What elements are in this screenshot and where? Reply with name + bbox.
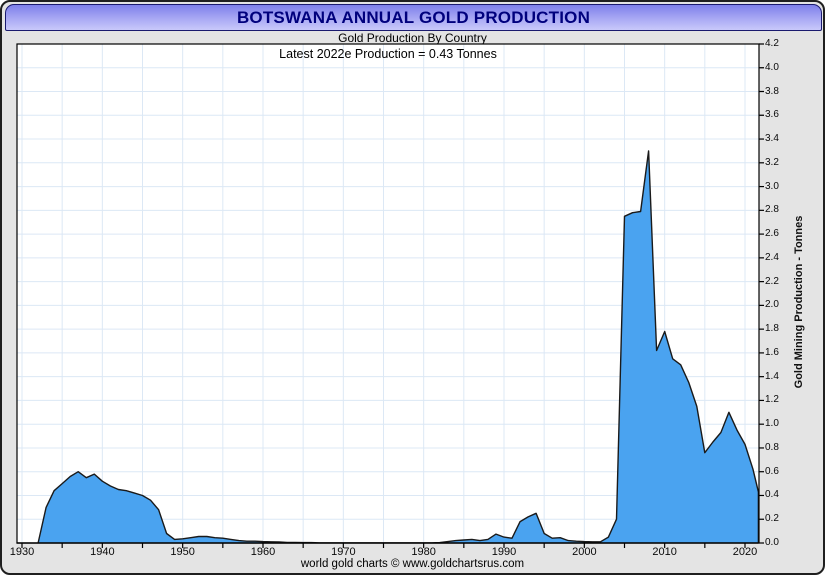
- y-axis-tick-label: 2.6: [765, 228, 779, 240]
- y-axis-tick-label: 2.8: [765, 204, 779, 216]
- y-axis-tick-label: 2.2: [765, 275, 779, 287]
- y-axis-tick-label: 2.4: [765, 251, 779, 263]
- x-axis-tick-label: 1970: [331, 546, 356, 558]
- plot-border: [16, 43, 760, 544]
- axis-ticks: [21, 43, 764, 548]
- x-axis-tick-label: 2020: [732, 546, 758, 558]
- y-axis-tick-label: 1.8: [765, 323, 779, 335]
- x-axis-tick-label: 1960: [250, 546, 276, 558]
- x-axis-tick-label: 1950: [170, 546, 195, 558]
- y-axis-tick-label: 1.4: [765, 370, 779, 382]
- y-axis-tick-label: 3.0: [765, 180, 779, 192]
- x-axis-tick-label: 1940: [90, 546, 115, 558]
- page-title: BOTSWANA ANNUAL GOLD PRODUCTION: [236, 7, 591, 27]
- x-axis-tick-label: 2010: [652, 546, 677, 558]
- chart-title-bar: BOTSWANA ANNUAL GOLD PRODUCTION: [5, 4, 822, 31]
- y-axis-tick-label: 4.2: [765, 38, 779, 49]
- y-axis-tick-label: 0.4: [765, 489, 779, 501]
- x-axis-tick-label: 2000: [572, 546, 597, 558]
- y-axis-tick-label: 4.0: [765, 61, 779, 73]
- chart-subtitle: Gold Production By Country: [338, 31, 487, 45]
- x-axis-tick-label: 1990: [491, 546, 517, 558]
- y-axis-tick-label: 0.6: [765, 465, 779, 477]
- x-axis-tick-label: 1980: [411, 546, 436, 558]
- y-axis-tick-label: 3.6: [765, 109, 779, 121]
- y-axis-tick-label: 1.0: [765, 418, 779, 430]
- y-axis-tick-label: 1.6: [765, 346, 779, 358]
- y-axis-tick-label: 3.4: [765, 133, 779, 145]
- y-axis-tick-label: 3.2: [765, 156, 779, 168]
- y-axis-tick-label: 0.2: [765, 513, 779, 525]
- y-axis-tick-label: 2.0: [765, 299, 779, 311]
- y-axis-title: Gold Mining Production - Tonnes: [793, 215, 805, 389]
- y-axis-tick-label: 0.0: [765, 537, 779, 548]
- latest-production-annotation: Latest 2022e Production = 0.43 Tonnes: [279, 47, 497, 61]
- y-axis-tick-label: 3.8: [765, 85, 779, 97]
- y-axis-tick-label: 1.2: [765, 394, 779, 406]
- x-axis-tick-label: 1930: [9, 546, 35, 558]
- y-axis-tick-label: 0.8: [765, 441, 779, 453]
- footer-credit: world gold charts © www.goldchartsrus.co…: [300, 558, 525, 570]
